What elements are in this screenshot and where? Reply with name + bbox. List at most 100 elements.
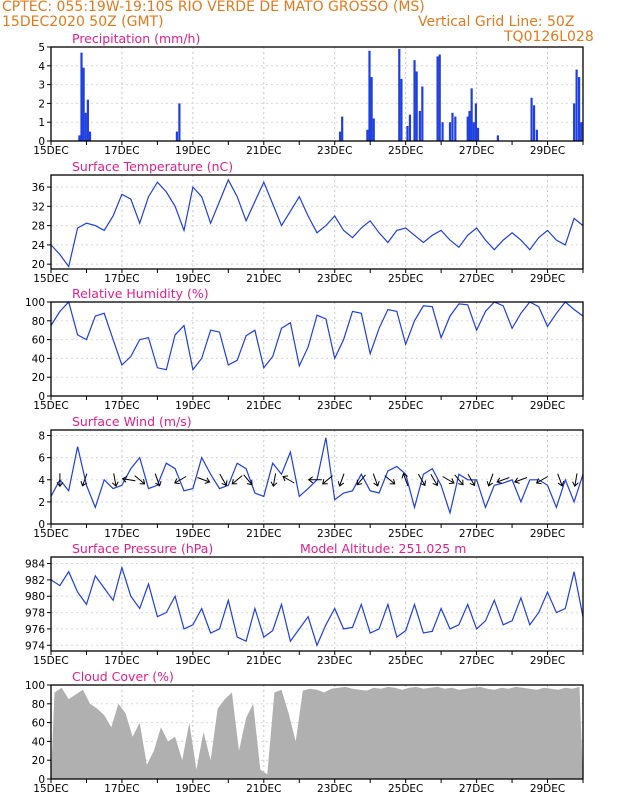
panel-5-xtick-label: 23DEC <box>317 655 352 667</box>
panel-6-xtick-label: 29DEC <box>530 783 565 795</box>
precip-bar <box>415 71 418 141</box>
precip-bar <box>178 103 181 141</box>
panel-4-ytick-label: 8 <box>38 431 45 443</box>
panel-4-xtick-label: 21DEC <box>246 528 281 540</box>
panel-5-xtick-label: 21DEC <box>246 655 281 667</box>
wind-arrow <box>174 476 187 485</box>
precip-bar <box>366 129 369 141</box>
wind-arrow <box>467 473 476 487</box>
panel-1-ytick-label: 0 <box>38 136 45 148</box>
panel-3-frame <box>50 301 584 397</box>
panel-2-xtick-label: 21DEC <box>246 273 281 285</box>
panel-2-title: Surface Temperature (nC) <box>72 159 233 174</box>
panel-1-frame <box>50 46 584 142</box>
panel-6-xtick-label: 25DEC <box>388 783 423 795</box>
wind-arrow <box>337 473 345 487</box>
panel-6-xtick-label: 15DEC <box>33 783 68 795</box>
precip-bar <box>474 103 477 141</box>
panel-1-xtick-label: 27DEC <box>459 145 494 157</box>
panel-1-xtick-label: 15DEC <box>33 145 68 157</box>
panel-3-xtick-label: 29DEC <box>530 400 565 412</box>
panel-5-xtick-label: 27DEC <box>459 655 494 667</box>
wind-arrow <box>197 477 211 484</box>
panel-5-xtick-label: 29DEC <box>530 655 565 667</box>
precip-bar <box>86 99 89 141</box>
panel-5-ytick-label: 984 <box>25 559 45 571</box>
wind-arrow <box>572 473 579 488</box>
precip-bar <box>372 118 375 141</box>
precip-bar <box>454 116 457 141</box>
wind-arrow <box>121 475 136 483</box>
wind-arrow <box>322 475 333 485</box>
precip-bar <box>468 110 471 141</box>
panel-6-xtick-label: 19DEC <box>175 783 210 795</box>
panel-2-xtick-label: 23DEC <box>317 273 352 285</box>
panel-5-ytick-label: 980 <box>25 591 45 603</box>
wind-arrow <box>514 477 528 484</box>
cloud-cover-area <box>51 686 583 779</box>
panel-1-ytick-label: 5 <box>38 42 45 54</box>
panel-3-xtick-label: 17DEC <box>104 400 139 412</box>
panel-2-xtick-label: 27DEC <box>459 273 494 285</box>
series-line <box>50 300 584 372</box>
precip-bar <box>532 105 536 141</box>
panel-6-xtick-label: 17DEC <box>104 783 139 795</box>
panel-2-ytick-label: 36 <box>32 182 46 194</box>
precip-bar <box>398 48 401 141</box>
wind-arrow <box>111 473 119 488</box>
panel-2-xtick-label: 19DEC <box>175 273 210 285</box>
wind-arrow <box>80 473 88 487</box>
wind-arrow <box>219 473 228 487</box>
precip-bar <box>408 114 412 141</box>
wind-arrow <box>56 473 64 488</box>
wind-arrow <box>282 475 295 484</box>
wind-arrow <box>356 474 366 486</box>
panel-6-ytick-label: 0 <box>38 774 45 786</box>
precip-bar <box>421 86 424 141</box>
precip-bar <box>535 129 538 141</box>
station-title: CPTEC: 055:19W-19:10S RIO VERDE DE MATO … <box>2 0 425 15</box>
grid-line-note: Vertical Grid Line: 50Z <box>418 14 575 30</box>
precip-bar <box>573 103 576 141</box>
panel-5-xtick-label: 25DEC <box>388 655 423 667</box>
panel-1-xtick-label: 17DEC <box>104 145 139 157</box>
panel-3-xtick-label: 23DEC <box>317 400 352 412</box>
wind-arrow <box>430 473 439 487</box>
precip-bar <box>400 78 403 141</box>
panel-6-xtick-label: 27DEC <box>459 783 494 795</box>
precip-bar <box>338 131 342 141</box>
precip-bar <box>496 135 499 141</box>
panel-4-ytick-label: 2 <box>38 497 45 509</box>
panel-1-xtick-label: 23DEC <box>317 145 352 157</box>
panel-5-frame <box>50 556 584 652</box>
wind-arrow <box>134 475 146 485</box>
panel-6-ytick-label: 60 <box>32 718 45 730</box>
precip-bar <box>436 56 439 141</box>
panel-3-xtick-label: 19DEC <box>175 400 210 412</box>
panel-1-xtick-label: 25DEC <box>388 145 423 157</box>
panel-6-frame <box>50 684 584 780</box>
panel-3-ytick-label: 0 <box>38 391 45 403</box>
header: CPTEC: 055:19W-19:10S RIO VERDE DE MATO … <box>0 0 618 48</box>
panel-5-title: Surface Pressure (hPa) <box>72 541 213 556</box>
precip-bar <box>472 122 475 141</box>
wind-arrow <box>384 475 396 485</box>
precip-bar <box>175 131 179 141</box>
panel-5-ytick-label: 976 <box>25 624 45 636</box>
panel-2-ytick-label: 24 <box>32 240 46 252</box>
panel-1-xtick-label: 19DEC <box>175 145 210 157</box>
panel-2-xtick-label: 15DEC <box>33 273 68 285</box>
precip-bar <box>341 116 344 141</box>
wind-arrow <box>486 473 494 487</box>
precip-bar <box>451 112 454 141</box>
panel-4-xtick-label: 17DEC <box>104 528 139 540</box>
panel-3-ytick-label: 80 <box>32 316 45 328</box>
panel-2-xtick-label: 29DEC <box>530 273 565 285</box>
wind-arrow <box>401 472 409 487</box>
wind-arrow <box>535 476 549 485</box>
panel-3-title: Relative Humidity (%) <box>72 286 209 301</box>
panel-4-xtick-label: 27DEC <box>459 528 494 540</box>
product-code: TQ0126L028 <box>504 29 594 45</box>
precip-bar <box>580 122 583 141</box>
panel-6-ytick-label: 80 <box>32 699 45 711</box>
